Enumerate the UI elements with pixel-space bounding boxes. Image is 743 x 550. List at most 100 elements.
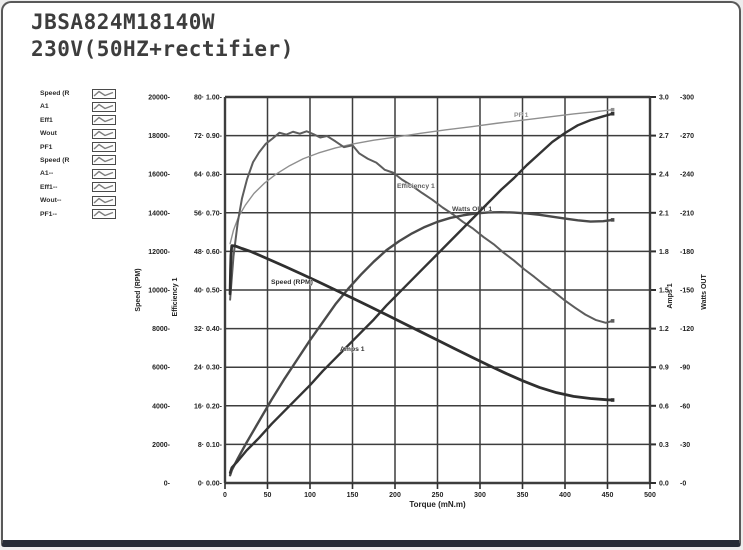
watts-axis-tick-label: -90 [680,365,690,372]
x-axis-tick-label: 100 [304,492,316,499]
legend-item-label: Eff1 [40,116,53,124]
legend-item-label: PF1-- [40,210,57,218]
speed-axis-tick-label: 14000- [148,210,170,217]
watts-axis-tick-label: -270 [680,133,694,140]
efficiency-pf-axis-tick-label: 64· 0.80- [194,172,223,179]
watts-axis-tick-label: -30 [680,442,690,449]
curve-label-pf-1: PF 1 [514,112,529,119]
legend-item-label: Wout-- [40,197,62,205]
curve-label-efficiency-1: Efficiency 1 [397,183,435,190]
amps-axis-tick-label: 2.7 [659,133,669,140]
legend-item[interactable]: Eff1 [40,115,116,126]
efficiency-pf-axis-tick-label: 48· 0.60- [194,249,223,256]
legend-item[interactable]: Wout [40,128,116,139]
curve-thumbnail-icon [92,128,116,139]
speed-axis-tick-label: 4000- [152,403,171,410]
speed-axis-tick-label: 0- [164,481,171,488]
amps-axis-tick-label: 0.9 [659,365,669,372]
series-curve-efficiency-1 [229,130,614,324]
efficiency-pf-axis-tick-label: 0· 0.00- [198,481,223,488]
series-endpoint-marker [610,218,615,222]
watts-axis-tick-label: -0 [680,481,686,488]
watts-axis-tick-label: -60 [680,403,690,410]
curve-thumbnail-icon [92,115,116,126]
legend-item[interactable]: Speed (R [40,88,116,99]
series-curve-pf-1 [229,109,614,245]
legend-item[interactable]: Wout-- [40,195,116,206]
watts-axis-tick-label: -150 [680,288,694,295]
legend: Speed (R A1 Eff1 Wout PF1 Speed (R A1-- Eff1-- W… [40,88,116,222]
efficiency-pf-axis-tick-label: 32· 0.40- [194,326,223,333]
model-title: JBSA824M18140W [31,10,216,34]
x-axis-tick-label: 450 [602,492,614,499]
efficiency-pf-axis-tick-label: 72· 0.90- [194,133,223,140]
speed-axis-title: Speed (RPM) [135,268,142,311]
speed-axis-tick-label: 12000- [148,249,170,256]
watts-axis-tick-label: -180 [680,249,694,256]
speed-axis-tick-label: 10000- [148,288,170,295]
speed-axis-tick-label: 6000- [152,365,171,372]
efficiency-axis-title: Efficiency 1 [172,277,179,316]
curve-label-amps-1: Amps 1 [340,346,365,353]
watts-axis-tick-label: -300 [680,95,694,102]
amps-axis-tick-label: 1.5 [659,288,669,295]
title-block: JBSA824M18140W 230V(50HZ+rectifier) [31,9,294,63]
curve-label-watts-out-1: Watts OUT 1 [452,206,492,213]
curve-thumbnail-icon [92,88,116,99]
speed-axis-tick-label: 20000- [148,95,170,102]
series-endpoint-marker [610,319,615,323]
x-axis-tick-label: 250 [432,492,444,499]
legend-item[interactable]: Eff1-- [40,182,116,193]
amps-axis-title: Amps 1 [667,283,674,308]
x-axis-tick-label: 350 [517,492,529,499]
legend-item[interactable]: Speed (R [40,155,116,166]
legend-item[interactable]: PF1-- [40,209,116,220]
series-curve-amps-1 [228,112,614,474]
efficiency-pf-axis-tick-label: 80· 1.00- [194,95,223,102]
speed-axis-tick-label: 2000- [152,442,171,449]
x-axis-tick-label: 150 [347,492,359,499]
watts-axis-tick-label: -240 [680,172,694,179]
curve-thumbnail-icon [92,142,116,153]
amps-axis-tick-label: 1.2 [659,326,669,333]
efficiency-pf-axis-tick-label: 56· 0.70- [194,210,223,217]
efficiency-pf-axis-tick-label: 40· 0.50- [194,288,223,295]
x-axis-tick-label: 300 [474,492,486,499]
legend-item-label: Wout [40,130,57,138]
efficiency-pf-axis-tick-label: 16· 0.20- [194,403,223,410]
legend-item[interactable]: PF1 [40,142,116,153]
speed-axis-tick-label: 18000- [148,133,170,140]
x-axis-tick-label: 50 [264,492,272,499]
legend-item-label: A1 [40,103,49,111]
legend-item-label: Speed (R [40,156,70,164]
x-axis-tick-label: 500 [644,492,656,499]
x-axis-title: Torque (mN.m) [409,500,466,509]
amps-axis-tick-label: 3.0 [659,95,669,102]
efficiency-pf-axis-tick-label: 8· 0.10- [198,442,223,449]
amps-axis-tick-label: 0.0 [659,481,669,488]
legend-item-label: A1-- [40,170,54,178]
watts-axis-tick-label: -120 [680,326,694,333]
series-curve-speed-rpm [228,244,614,402]
amps-axis-tick-label: 0.3 [659,442,669,449]
series-endpoint-marker [610,398,615,402]
curve-thumbnail-icon [92,195,116,206]
amps-axis-tick-label: 0.6 [659,403,669,410]
series-endpoint-marker [610,107,615,112]
x-axis-tick-label: 400 [559,492,571,499]
amps-axis-tick-label: 1.8 [659,249,669,256]
watts-axis-title: Watts OUT [701,274,708,310]
legend-item[interactable]: A1-- [40,168,116,179]
speed-axis-tick-label: 8000- [152,326,171,333]
series-endpoint-marker [610,111,615,116]
curve-thumbnail-icon [92,155,116,166]
series-curve-watts-out-1 [228,210,614,477]
curve-label-speed-rpm: Speed (RPM) [271,279,313,286]
amps-axis-tick-label: 2.4 [659,172,669,179]
x-axis-tick-label: 0 [223,492,227,499]
efficiency-pf-axis-tick-label: 24· 0.30- [194,365,223,372]
legend-item[interactable]: A1 [40,101,116,112]
legend-item-label: Speed (R [40,90,70,97]
